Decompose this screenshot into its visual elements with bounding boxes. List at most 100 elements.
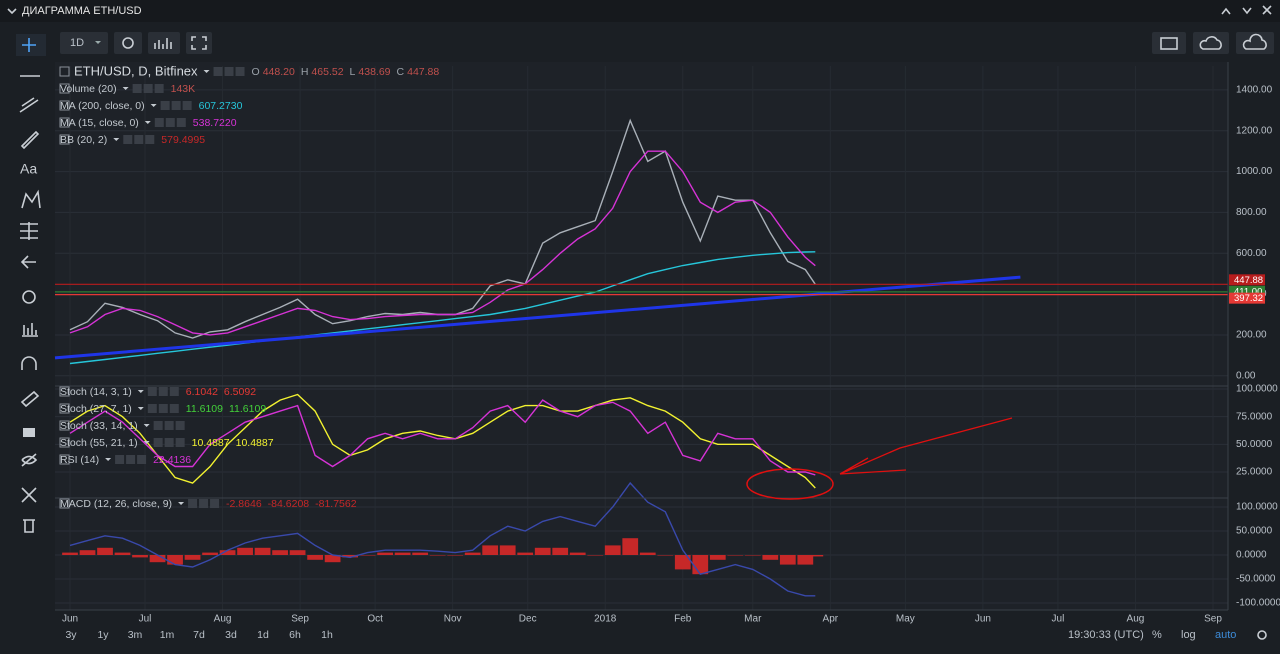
legend-name[interactable]: Stoch (27, 7, 1): [60, 403, 132, 415]
measure-tool[interactable]: [22, 323, 38, 337]
annotation-arrow: [839, 417, 1013, 475]
range-button[interactable]: 3y: [65, 629, 77, 641]
y-tick-label: 1200.00: [1236, 125, 1273, 136]
legend-button[interactable]: [126, 455, 136, 464]
legend-button[interactable]: [145, 135, 155, 144]
legend-name[interactable]: Stoch (55, 21, 1): [60, 437, 138, 449]
stay-drawing-tool[interactable]: [20, 390, 40, 408]
log-toggle[interactable]: log: [1181, 629, 1196, 641]
legend-readout: 538.7220: [193, 117, 237, 129]
auto-toggle[interactable]: auto: [1215, 629, 1236, 641]
legend-button[interactable]: [175, 438, 185, 447]
magnet-tool[interactable]: [21, 356, 37, 370]
legend-button[interactable]: [182, 101, 192, 110]
range-button[interactable]: 7d: [193, 629, 205, 641]
legend-dropdown: [143, 441, 150, 444]
series-line: [69, 393, 816, 489]
range-button[interactable]: 1d: [257, 629, 269, 641]
range-button[interactable]: 1m: [160, 629, 175, 641]
range-button[interactable]: 3m: [128, 629, 143, 641]
legend-button[interactable]: [176, 118, 186, 127]
annotation-ellipse: [746, 468, 834, 500]
legend-name[interactable]: Stoch (14, 3, 1): [60, 386, 132, 398]
histogram-bar: [482, 545, 499, 555]
load-button[interactable]: [1193, 32, 1229, 54]
legend-button[interactable]: [188, 499, 198, 508]
fullscreen-button[interactable]: [186, 32, 212, 54]
legend-button[interactable]: [171, 101, 181, 110]
legend-name[interactable]: MACD (12, 26, close, 9): [60, 498, 172, 510]
series-line: [69, 399, 816, 476]
legend-button[interactable]: [158, 387, 168, 396]
legend-button[interactable]: [147, 404, 157, 413]
collapse-icon[interactable]: [7, 8, 17, 15]
legend-button[interactable]: [213, 67, 223, 76]
legend-name[interactable]: MA (200, close, 0): [60, 100, 145, 112]
pattern-tool[interactable]: [21, 189, 41, 209]
snapshot-button[interactable]: [1152, 32, 1186, 54]
remove-tool[interactable]: [21, 487, 37, 503]
legend-readout: 22.4136: [153, 454, 191, 466]
legend-name[interactable]: Volume (20): [60, 83, 117, 95]
legend-button[interactable]: [154, 84, 164, 93]
trash-tool[interactable]: [23, 519, 35, 533]
legend-name[interactable]: MA (15, close, 0): [60, 117, 139, 129]
range-button[interactable]: 3d: [225, 629, 237, 641]
legend-button[interactable]: [164, 438, 174, 447]
text-tool[interactable]: Aa: [20, 161, 37, 177]
legend-button[interactable]: [169, 404, 179, 413]
legend-button[interactable]: [153, 438, 163, 447]
legend-button[interactable]: [175, 421, 185, 430]
legend-button[interactable]: [134, 135, 144, 144]
x-tick-label: Apr: [823, 614, 839, 625]
y-tick-label: 0.0000: [1236, 550, 1267, 561]
legend-collapse: [59, 117, 70, 128]
legend-button[interactable]: [143, 84, 153, 93]
zoom-tool[interactable]: [22, 290, 36, 304]
percent-toggle[interactable]: %: [1152, 629, 1162, 641]
legend-button[interactable]: [153, 421, 163, 430]
settings-button[interactable]: [114, 32, 142, 54]
move-down[interactable]: [1242, 7, 1252, 15]
legend-name[interactable]: ETH/USD, D, Bitfinex: [74, 63, 198, 78]
interval: 1D: [70, 37, 84, 49]
range-button[interactable]: 1y: [97, 629, 109, 641]
legend-name[interactable]: BB (20, 2): [60, 134, 107, 146]
fib-tool[interactable]: [20, 222, 38, 240]
legend-name[interactable]: Stoch (33, 14, 1): [60, 420, 138, 432]
close[interactable]: [1262, 5, 1272, 15]
legend-button[interactable]: [210, 499, 220, 508]
histogram-bar: [254, 547, 271, 555]
legend-button[interactable]: [169, 387, 179, 396]
brush-tool[interactable]: [20, 130, 40, 150]
legend-button[interactable]: [147, 387, 157, 396]
range-button[interactable]: 1h: [321, 629, 333, 641]
legend-button[interactable]: [235, 67, 245, 76]
legend-button[interactable]: [165, 118, 175, 127]
legend-button[interactable]: [132, 84, 142, 93]
hide-tool[interactable]: [21, 453, 38, 467]
back-tool[interactable]: [20, 255, 36, 269]
legend-button[interactable]: [115, 455, 125, 464]
legend-button[interactable]: [123, 135, 133, 144]
legend-button[interactable]: [199, 499, 209, 508]
legend-button[interactable]: [224, 67, 234, 76]
cloud-down-icon: [1199, 36, 1222, 50]
channel-tool[interactable]: [19, 97, 39, 113]
range-button[interactable]: 6h: [289, 629, 301, 641]
legend-name[interactable]: RSI (14): [60, 454, 99, 466]
move-up[interactable]: [1221, 7, 1231, 15]
histogram-bar: [149, 554, 166, 563]
lock-tool[interactable]: [23, 428, 35, 437]
histogram-bar: [132, 554, 148, 558]
legend-button[interactable]: [158, 404, 168, 413]
legend-button[interactable]: [164, 421, 174, 430]
legend-button[interactable]: [154, 118, 164, 127]
interval-select[interactable]: [60, 32, 108, 54]
histogram-bar: [604, 545, 621, 555]
legend-button[interactable]: [160, 101, 170, 110]
indicators-button[interactable]: [148, 32, 180, 54]
legend-button[interactable]: [137, 455, 147, 464]
footer-settings[interactable]: [1257, 630, 1267, 640]
histogram-bar: [377, 552, 394, 555]
